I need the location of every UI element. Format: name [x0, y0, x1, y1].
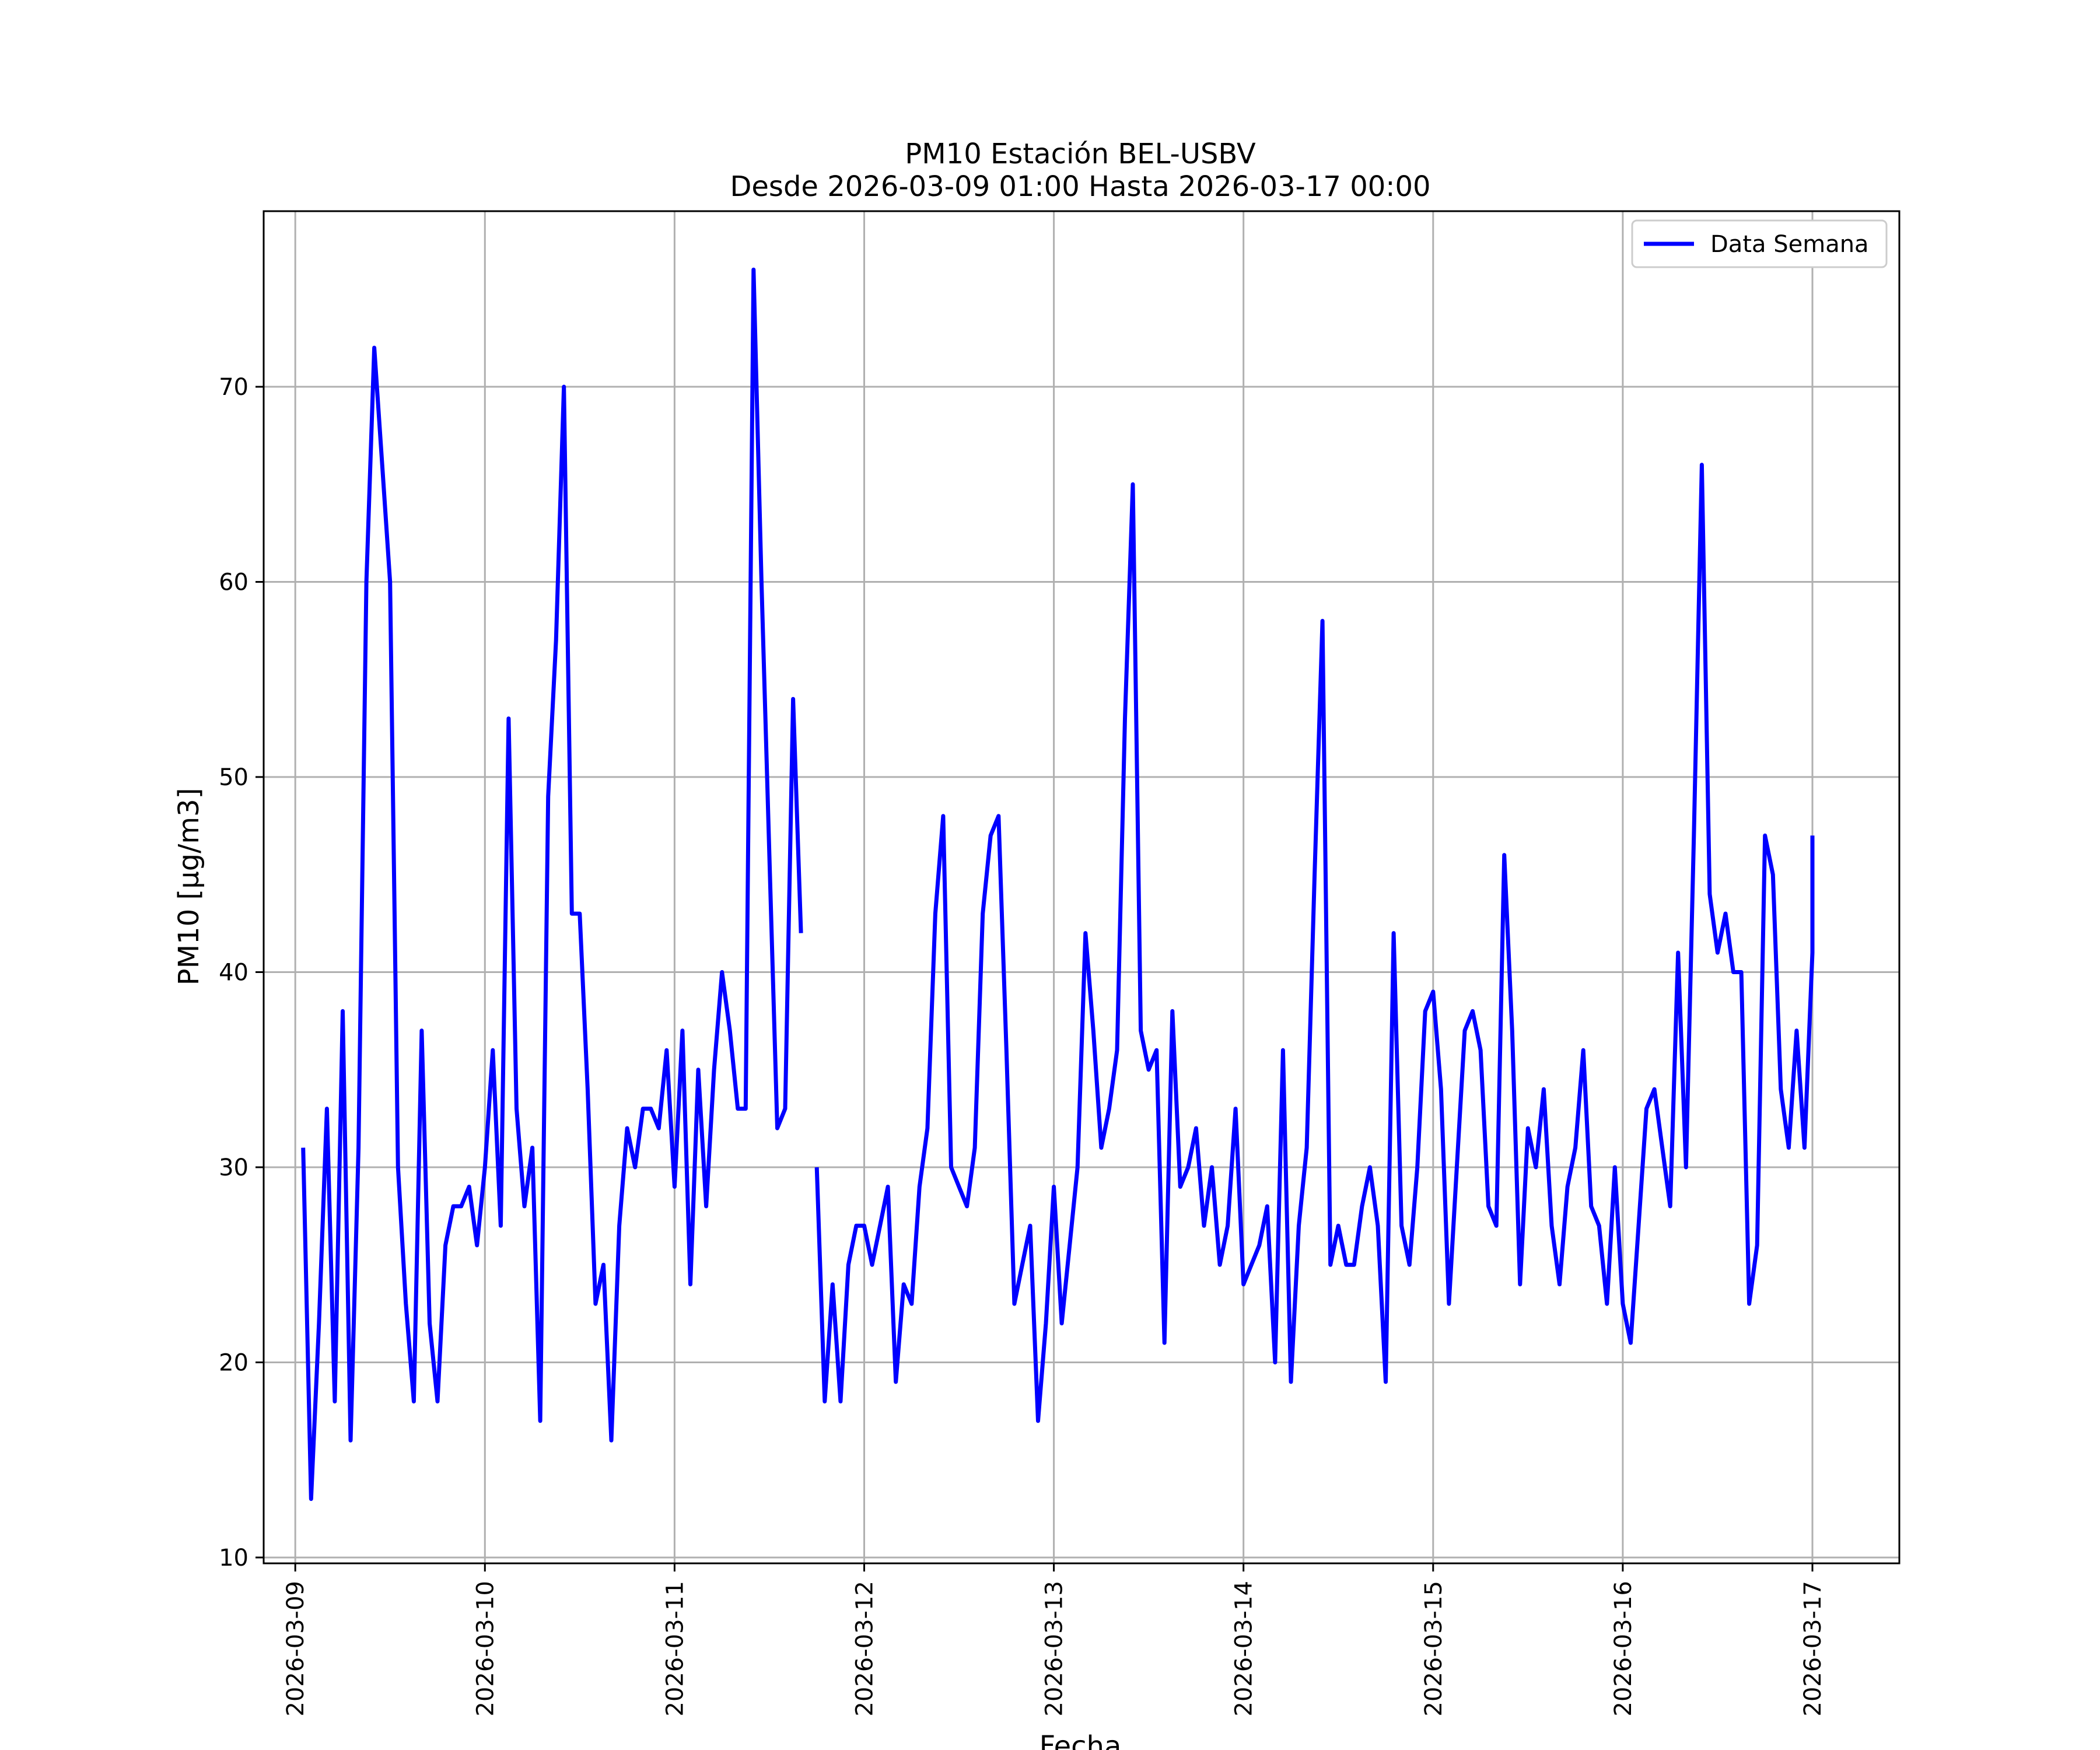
y-tick-label: 20 [219, 1349, 249, 1376]
x-tick-label: 2026-03-11 [662, 1581, 688, 1716]
x-axis: 2026-03-09 2026-03-10 2026-03-11 2026-03-12… [282, 1563, 1826, 1716]
x-axis-label: Fecha [1040, 1730, 1122, 1750]
y-tick-label: 70 [219, 374, 249, 401]
x-tick-label: 2026-03-13 [1041, 1581, 1068, 1716]
x-tick-label: 2026-03-16 [1610, 1581, 1637, 1716]
x-tick-label: 2026-03-17 [1800, 1581, 1826, 1716]
x-tick-label: 2026-03-10 [472, 1581, 499, 1716]
y-tick-label: 30 [219, 1154, 249, 1181]
y-axis-label: PM10 [μg/m3] [173, 788, 205, 986]
x-tick-label: 2026-03-15 [1420, 1581, 1447, 1716]
legend: Data Semana [1631, 219, 1888, 268]
grid [264, 211, 1899, 1563]
legend-label: Data Semana [1710, 231, 1869, 258]
y-axis: 10 20 30 40 50 60 70 [219, 374, 264, 1572]
series-layer [301, 267, 1815, 1502]
y-tick-label: 50 [219, 764, 249, 791]
x-tick-label: 2026-03-12 [851, 1581, 878, 1716]
x-tick-label: 2026-03-14 [1231, 1581, 1258, 1716]
chart-subtitle: Desde 2026-03-09 01:00 Hasta 2026-03-17 … [730, 170, 1430, 203]
y-tick-label: 10 [219, 1545, 249, 1572]
y-tick-label: 40 [219, 960, 249, 986]
chart-title: PM10 Estación BEL-USBV [905, 138, 1256, 170]
legend-box [1631, 219, 1888, 268]
plot-frame [262, 210, 1901, 1564]
y-tick-label: 60 [219, 569, 249, 596]
x-tick-label: 2026-03-09 [282, 1581, 309, 1716]
series-line-data-semana [301, 267, 1815, 1502]
